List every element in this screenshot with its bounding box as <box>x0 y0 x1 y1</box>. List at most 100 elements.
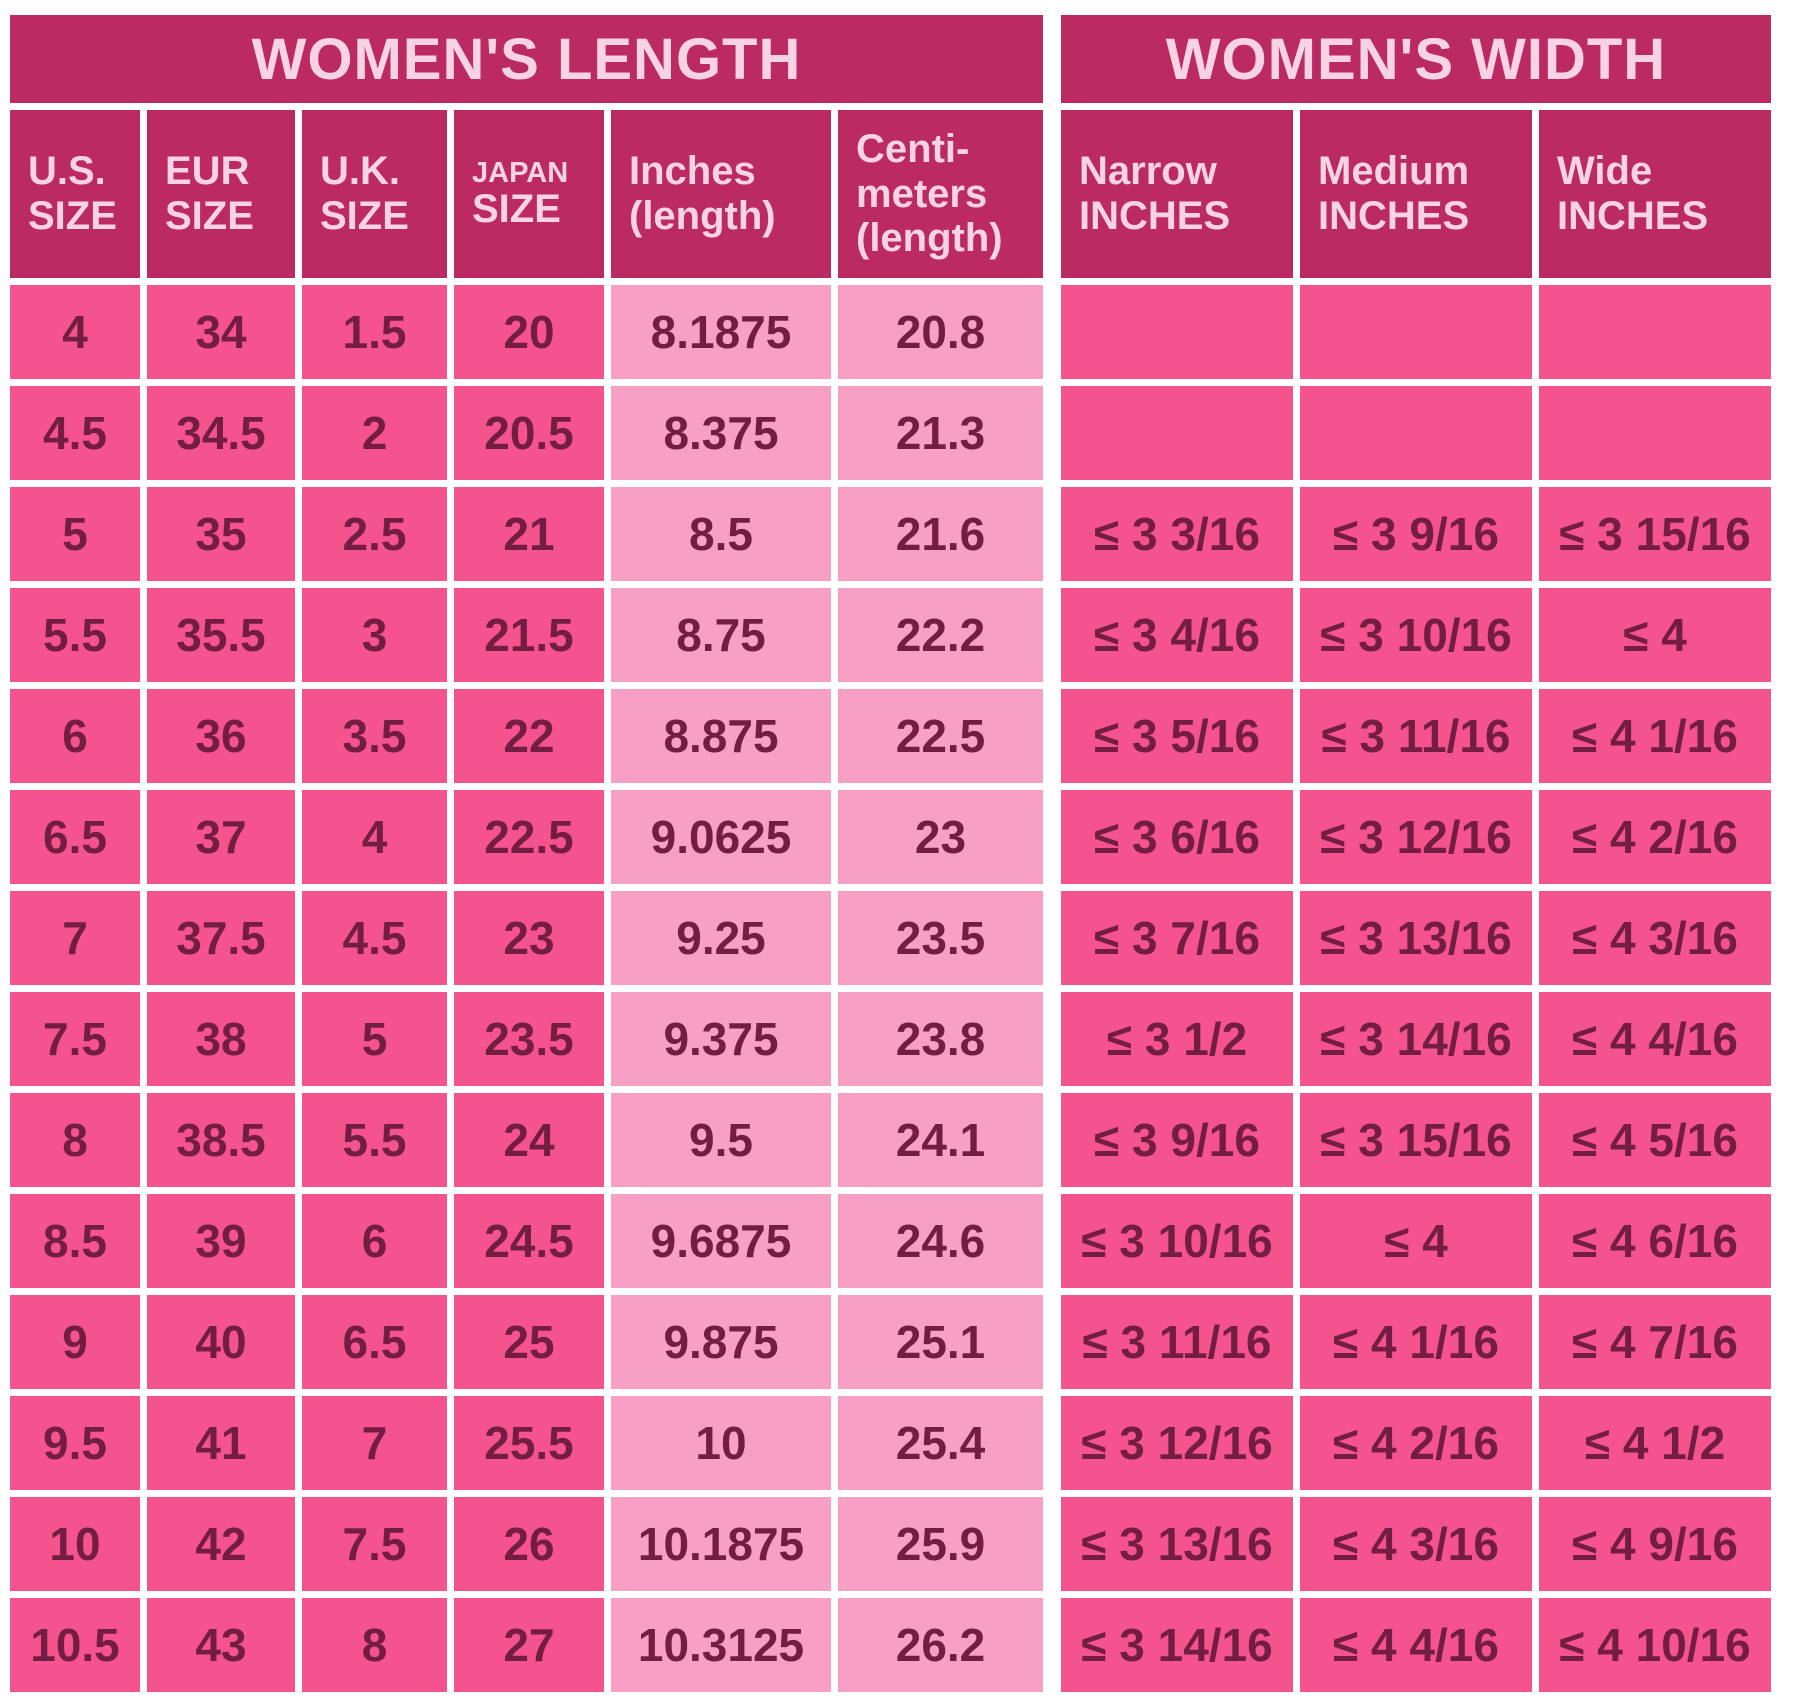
cell: 42 <box>147 1497 295 1591</box>
table-row: ≤ 3 11/16 ≤ 4 1/16 ≤ 4 7/16 <box>1061 1295 1771 1389</box>
cell <box>1539 386 1771 480</box>
cell: 10 <box>611 1396 831 1490</box>
cell: 6 <box>302 1194 447 1288</box>
column-header-japan-size: JAPAN SIZE <box>454 110 604 278</box>
cell: 20.5 <box>454 386 604 480</box>
table-row: ≤ 3 4/16 ≤ 3 10/16 ≤ 4 <box>1061 588 1771 682</box>
length-table-title: WOMEN'S LENGTH <box>10 15 1043 103</box>
cell: ≤ 4 2/16 <box>1300 1396 1532 1490</box>
womens-length-table: WOMEN'S LENGTH U.S. SIZE EUR SIZE U.K. S… <box>3 8 1050 1699</box>
cell: ≤ 3 6/16 <box>1061 790 1293 884</box>
column-header-inches: Inches (length) <box>611 110 831 278</box>
cell: 2.5 <box>302 487 447 581</box>
cell: ≤ 4 6/16 <box>1539 1194 1771 1288</box>
cell: 24 <box>454 1093 604 1187</box>
cell: 25.5 <box>454 1396 604 1490</box>
cell: 9.6875 <box>611 1194 831 1288</box>
cell: 10.5 <box>10 1598 140 1692</box>
table-row: ≤ 3 3/16 ≤ 3 9/16 ≤ 3 15/16 <box>1061 487 1771 581</box>
table-row: 8.5 39 6 24.5 9.6875 24.6 <box>10 1194 1043 1288</box>
cell: ≤ 3 13/16 <box>1061 1497 1293 1591</box>
table-row: ≤ 3 10/16 ≤ 4 ≤ 4 6/16 <box>1061 1194 1771 1288</box>
cell: 4.5 <box>10 386 140 480</box>
cell: 9.375 <box>611 992 831 1086</box>
japan-size-label: SIZE <box>472 187 561 232</box>
table-row: 7 37.5 4.5 23 9.25 23.5 <box>10 891 1043 985</box>
cell: 8 <box>302 1598 447 1692</box>
cell: 23.5 <box>838 891 1043 985</box>
cell: ≤ 4 3/16 <box>1539 891 1771 985</box>
table-row: 10 42 7.5 26 10.1875 25.9 <box>10 1497 1043 1591</box>
table-row <box>1061 386 1771 480</box>
cell: ≤ 3 5/16 <box>1061 689 1293 783</box>
cell: ≤ 3 7/16 <box>1061 891 1293 985</box>
cell: 6 <box>10 689 140 783</box>
cell: 4 <box>10 285 140 379</box>
cell: 35.5 <box>147 588 295 682</box>
cell: 7.5 <box>302 1497 447 1591</box>
cell: 7 <box>10 891 140 985</box>
table-row: 4.5 34.5 2 20.5 8.375 21.3 <box>10 386 1043 480</box>
cell: 27 <box>454 1598 604 1692</box>
cell <box>1300 386 1532 480</box>
length-table-body: 4 34 1.5 20 8.1875 20.8 4.5 34.5 2 20.5 8.375 21.3 5… <box>10 285 1043 1692</box>
cell: ≤ 3 10/16 <box>1061 1194 1293 1288</box>
cell: 20 <box>454 285 604 379</box>
cell: ≤ 3 4/16 <box>1061 588 1293 682</box>
cell: ≤ 4 9/16 <box>1539 1497 1771 1591</box>
cell: 22.5 <box>454 790 604 884</box>
table-row: ≤ 3 9/16 ≤ 3 15/16 ≤ 4 5/16 <box>1061 1093 1771 1187</box>
width-table-header-row: Narrow INCHES Medium INCHES Wide INCHES <box>1061 110 1771 278</box>
cell: 25 <box>454 1295 604 1389</box>
cell: 38 <box>147 992 295 1086</box>
cell: 3 <box>302 588 447 682</box>
column-header-eur-size: EUR SIZE <box>147 110 295 278</box>
cell: 23.8 <box>838 992 1043 1086</box>
cell: 8.75 <box>611 588 831 682</box>
table-row: 10.5 43 8 27 10.3125 26.2 <box>10 1598 1043 1692</box>
cell: 21.6 <box>838 487 1043 581</box>
japan-label: JAPAN <box>472 156 569 189</box>
table-row: 5.5 35.5 3 21.5 8.75 22.2 <box>10 588 1043 682</box>
cell <box>1061 386 1293 480</box>
cell: ≤ 4 2/16 <box>1539 790 1771 884</box>
cell: 26.2 <box>838 1598 1043 1692</box>
cell: 9.875 <box>611 1295 831 1389</box>
cell: 39 <box>147 1194 295 1288</box>
cell: 3.5 <box>302 689 447 783</box>
cell: 5 <box>10 487 140 581</box>
table-row: ≤ 3 5/16 ≤ 3 11/16 ≤ 4 1/16 <box>1061 689 1771 783</box>
table-row: ≤ 3 13/16 ≤ 4 3/16 ≤ 4 9/16 <box>1061 1497 1771 1591</box>
cell: ≤ 3 1/2 <box>1061 992 1293 1086</box>
table-row: ≤ 3 6/16 ≤ 3 12/16 ≤ 4 2/16 <box>1061 790 1771 884</box>
table-row: ≤ 3 14/16 ≤ 4 4/16 ≤ 4 10/16 <box>1061 1598 1771 1692</box>
cell: 10 <box>10 1497 140 1591</box>
cell: 23 <box>454 891 604 985</box>
cell: ≤ 4 5/16 <box>1539 1093 1771 1187</box>
table-row: 9 40 6.5 25 9.875 25.1 <box>10 1295 1043 1389</box>
cell: 25.1 <box>838 1295 1043 1389</box>
cell: 6.5 <box>302 1295 447 1389</box>
cell: ≤ 4 1/2 <box>1539 1396 1771 1490</box>
cell: 4 <box>302 790 447 884</box>
width-table-body: ≤ 3 3/16 ≤ 3 9/16 ≤ 3 15/16 ≤ 3 4/16 ≤ 3 10/… <box>1061 285 1771 1692</box>
cell: ≤ 4 <box>1539 588 1771 682</box>
cell: 41 <box>147 1396 295 1490</box>
table-row: 6.5 37 4 22.5 9.0625 23 <box>10 790 1043 884</box>
table-row <box>1061 285 1771 379</box>
cell: 10.1875 <box>611 1497 831 1591</box>
table-row: 6 36 3.5 22 8.875 22.5 <box>10 689 1043 783</box>
cell: 8.5 <box>611 487 831 581</box>
table-row: ≤ 3 1/2 ≤ 3 14/16 ≤ 4 4/16 <box>1061 992 1771 1086</box>
cell: 7 <box>302 1396 447 1490</box>
cell: ≤ 4 4/16 <box>1539 992 1771 1086</box>
cell: 22 <box>454 689 604 783</box>
cell: 37 <box>147 790 295 884</box>
womens-width-table: WOMEN'S WIDTH Narrow INCHES Medium INCHE… <box>1054 8 1778 1699</box>
cell: 22.2 <box>838 588 1043 682</box>
cell: 24.1 <box>838 1093 1043 1187</box>
cell: 20.8 <box>838 285 1043 379</box>
cell: 34.5 <box>147 386 295 480</box>
cell <box>1300 285 1532 379</box>
